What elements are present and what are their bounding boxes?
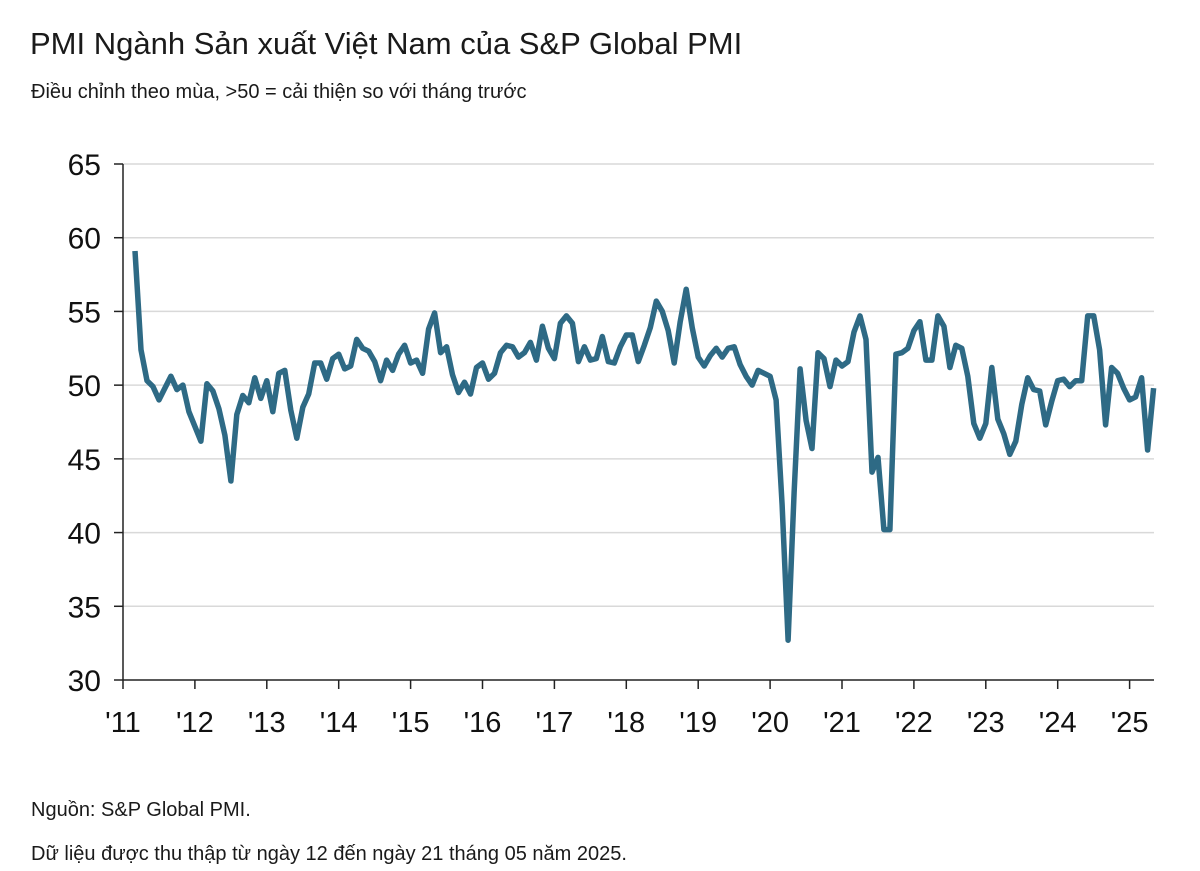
x-tick-label-2020: '20 — [751, 707, 789, 739]
x-tick-label-2018: '18 — [607, 707, 645, 739]
axes — [114, 163, 1154, 689]
x-tick-label-2013: '13 — [248, 707, 286, 739]
x-tick-label-2024: '24 — [1039, 707, 1077, 739]
x-tick-label-2017: '17 — [536, 707, 574, 739]
x-tick-label-2021: '21 — [823, 707, 861, 739]
y-tick-labels: 30 35 40 45 50 55 60 65 — [68, 149, 101, 698]
series-line-0 — [132, 250, 1157, 643]
y-tick-label-40: 40 — [68, 518, 101, 551]
x-tick-label-2011: '11 — [105, 707, 141, 739]
y-tick-label-45: 45 — [68, 444, 101, 477]
y-tick-label-55: 55 — [68, 296, 101, 329]
x-tick-label-2012: '12 — [176, 707, 214, 739]
series-layer — [132, 250, 1157, 643]
x-tick-label-2015: '15 — [392, 707, 430, 739]
x-tick-label-2022: '22 — [895, 707, 933, 739]
y-tick-label-35: 35 — [68, 591, 101, 624]
y-tick-label-30: 30 — [68, 665, 101, 698]
y-tick-label-60: 60 — [68, 223, 101, 256]
x-tick-labels: '11 '12 '13 '14 '15 '16 '17 '18 '19 '20 '21 '22 '23 '… — [105, 707, 1148, 739]
data-collection-note: Dữ liệu được thu thập từ ngày 12 đến ngà… — [31, 843, 627, 865]
y-tick-label-50: 50 — [68, 370, 101, 403]
x-tick-label-2016: '16 — [464, 707, 502, 739]
source-note: Nguồn: S&P Global PMI. — [31, 799, 251, 821]
y-tick-label-65: 65 — [68, 149, 101, 182]
x-tick-label-2025: '25 — [1111, 707, 1149, 739]
chart-title: PMI Ngành Sản xuất Việt Nam của S&P Glob… — [30, 26, 743, 61]
gridlines — [123, 163, 1154, 608]
x-tick-label-2019: '19 — [679, 707, 717, 739]
x-tick-label-2014: '14 — [320, 707, 358, 739]
chart-subtitle: Điều chỉnh theo mùa, >50 = cải thiện so … — [31, 81, 527, 103]
x-tick-label-2023: '23 — [967, 707, 1005, 739]
